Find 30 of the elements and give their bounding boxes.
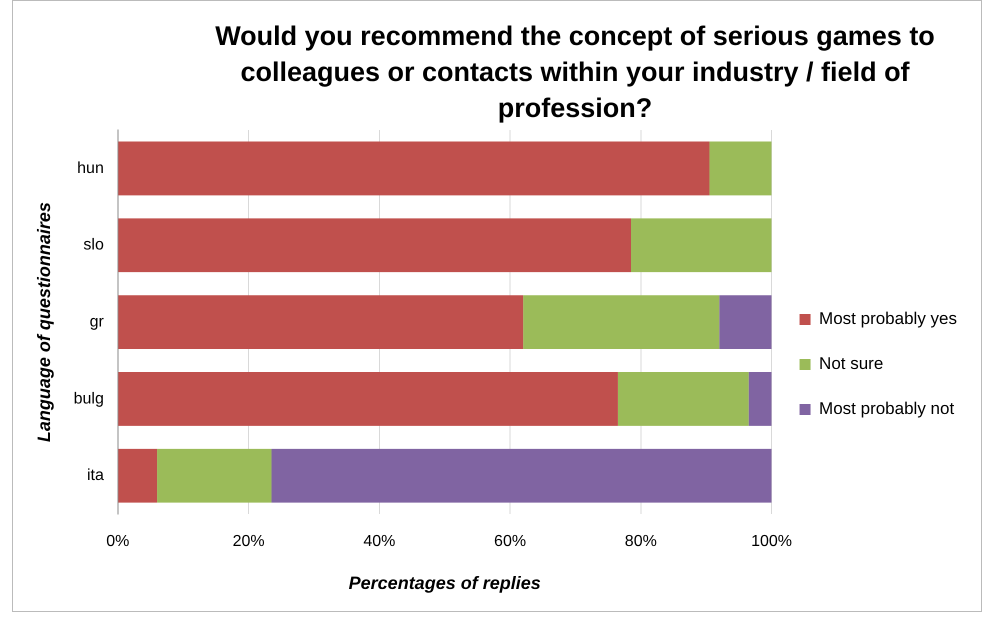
legend-label: Most probably not xyxy=(819,399,954,418)
bar xyxy=(631,218,772,272)
bar xyxy=(118,448,158,503)
y-tick-label: bulg xyxy=(74,390,104,408)
bar xyxy=(118,372,618,426)
y-tick-label: ita xyxy=(86,467,104,484)
x-tick-label: 0% xyxy=(106,533,130,550)
bar xyxy=(157,448,272,503)
y-tick-label: gr xyxy=(90,314,105,331)
bar xyxy=(523,295,720,349)
bar xyxy=(118,142,710,196)
chart-title: Would you recommend the concept of serious games to colleagues or contacts within your industry / field of profession? xyxy=(214,20,936,125)
legend-label: Not sure xyxy=(819,354,884,374)
bar xyxy=(271,448,772,503)
x-tick-label: 60% xyxy=(494,533,526,550)
bar xyxy=(748,372,772,426)
bar xyxy=(618,372,749,426)
bar xyxy=(118,218,632,272)
y-axis-title: Language of questionnaires xyxy=(34,202,54,442)
x-tick-label: 40% xyxy=(363,533,396,550)
bar xyxy=(719,295,772,349)
legend-label: Most probably yes xyxy=(819,309,957,328)
x-axis-title: Percentages of replies xyxy=(348,573,541,594)
bar xyxy=(709,142,772,196)
x-tick-label: 20% xyxy=(232,533,265,550)
y-tick-label: slo xyxy=(83,236,104,254)
y-tick-label: hun xyxy=(77,160,104,177)
x-tick-label: 80% xyxy=(624,533,657,550)
x-tick-label: 100% xyxy=(751,533,792,550)
bar xyxy=(118,295,524,349)
